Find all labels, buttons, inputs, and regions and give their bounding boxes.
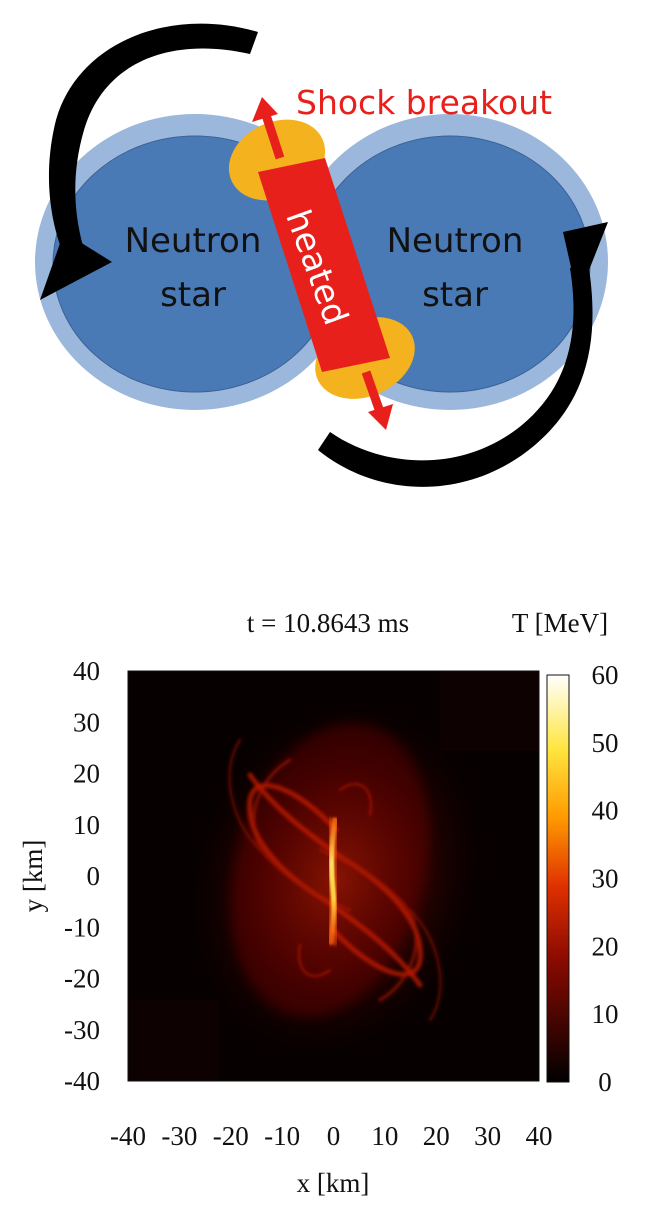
shock-breakout-label: Shock breakout [296, 83, 552, 122]
y-tick-label: -20 [64, 964, 100, 994]
right-star-label-line1: Neutron [387, 221, 524, 261]
heatmap-field [128, 671, 539, 1081]
colorbar-tick-label: 60 [592, 660, 619, 690]
x-axis-label: x [km] [297, 1168, 370, 1198]
y-tick-label: 40 [73, 656, 100, 686]
colorbar-ticks: 60 50 40 30 20 10 0 [592, 660, 619, 1097]
y-axis-ticks: 40 30 20 10 0 -10 -20 -30 -40 [64, 656, 100, 1096]
right-star-label-line2: star [422, 275, 488, 315]
binary-merger-diagram: heated Shock breakout Neutron star Neutr… [35, 23, 608, 487]
plot-frame [127, 670, 540, 1082]
x-tick-label: -30 [161, 1121, 197, 1151]
left-star-label-line1: Neutron [125, 221, 262, 261]
x-tick-label: 10 [371, 1121, 398, 1151]
orbit-arrow-right [318, 222, 608, 487]
x-tick-label: 30 [474, 1121, 501, 1151]
x-tick-label: 40 [526, 1121, 553, 1151]
x-tick-label: -10 [264, 1121, 300, 1151]
y-tick-label: -30 [64, 1015, 100, 1045]
x-tick-label: 0 [327, 1121, 341, 1151]
colorbar [546, 674, 570, 1083]
colorbar-title: T [MeV] [512, 608, 608, 638]
temperature-heatmap: t = 10.8643 ms T [MeV] [18, 608, 619, 1198]
shock-arrow-up [252, 97, 285, 160]
colorbar-tick-label: 10 [592, 999, 619, 1029]
x-tick-label: -40 [110, 1121, 146, 1151]
y-axis-label: y [km] [18, 840, 48, 913]
y-tick-label: 20 [73, 759, 100, 789]
y-tick-label: 0 [87, 861, 101, 891]
time-label: t = 10.8643 ms [247, 608, 409, 638]
y-tick-label: 30 [73, 707, 100, 737]
left-star-label-line2: star [160, 275, 226, 315]
y-tick-label: 10 [73, 810, 100, 840]
colorbar-tick-label: 0 [598, 1067, 612, 1097]
colorbar-tick-label: 20 [592, 931, 619, 961]
x-tick-label: 20 [423, 1121, 450, 1151]
x-tick-label: -20 [213, 1121, 249, 1151]
orbit-arrow-left [40, 23, 258, 300]
colorbar-tick-label: 30 [592, 864, 619, 894]
shock-arrow-down [361, 370, 393, 430]
y-tick-label: -40 [64, 1066, 100, 1096]
colorbar-tick-label: 50 [592, 728, 619, 758]
x-axis-ticks: -40 -30 -20 -10 0 10 20 30 40 [110, 1121, 553, 1151]
heated-region [258, 158, 390, 372]
colorbar-tick-label: 40 [592, 796, 619, 826]
y-tick-label: -10 [64, 912, 100, 942]
